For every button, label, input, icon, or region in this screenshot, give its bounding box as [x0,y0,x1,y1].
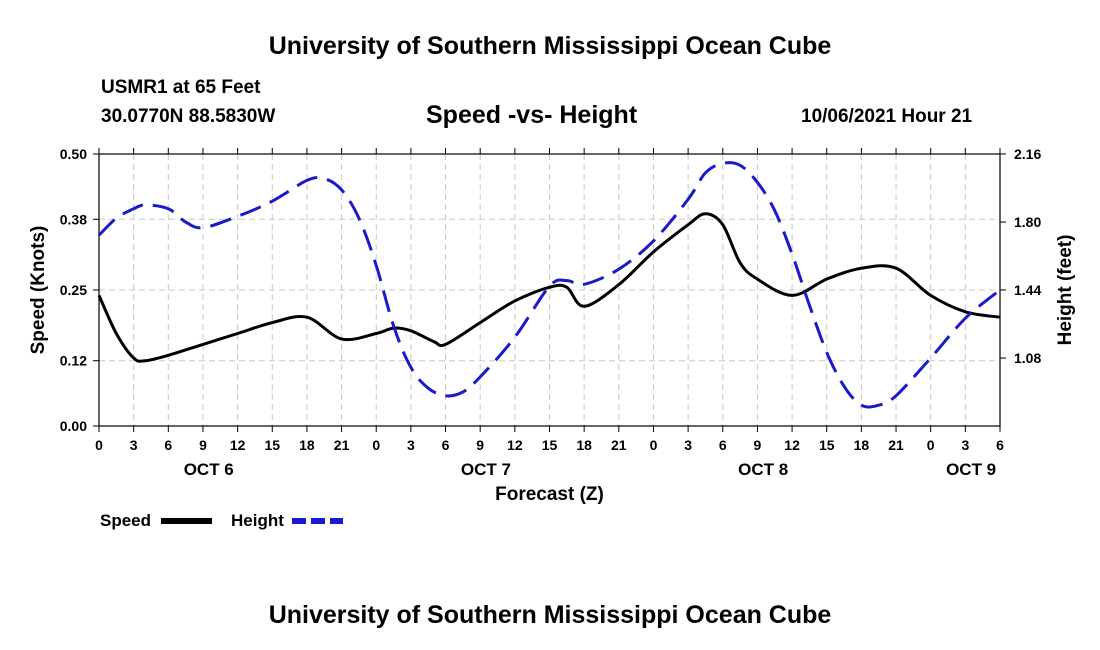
x-tick-label: 6 [164,437,172,453]
x-tick-label: 6 [719,437,727,453]
day-label: OCT 7 [461,460,511,479]
y-tick-label: 0.25 [60,282,87,298]
y-axis-label: Speed (Knots) [28,226,49,355]
plot-frame [98,153,1001,427]
page-title: University of Southern Mississippi Ocean… [268,32,832,60]
x-tick-label: 12 [784,437,800,453]
x-tick-label: 9 [754,437,762,453]
x-tick-label: 3 [684,437,692,453]
x-tick-label: 21 [334,437,350,453]
x-tick-label: 18 [576,437,592,453]
y2-axis-label: Height (feet) [1055,235,1076,346]
y-tick-label: 0.00 [60,418,87,434]
chart-title: Speed -vs- Height [426,101,638,129]
x-tick-label: 9 [476,437,484,453]
x-tick-label: 0 [95,437,103,453]
x-tick-label: 18 [854,437,870,453]
day-label: OCT 6 [184,460,234,479]
y-tick-label: 0.12 [60,353,87,369]
x-tick-label: 18 [299,437,315,453]
x-tick-label: 6 [996,437,1004,453]
y2-tick-label: 1.08 [1014,350,1041,366]
x-tick-label: 3 [961,437,969,453]
x-tick-label: 15 [542,437,558,453]
x-tick-label: 21 [611,437,627,453]
x-tick-label: 3 [130,437,138,453]
legend-height-label: Height [231,511,284,530]
y-tick-label: 0.38 [60,211,87,227]
x-tick-label: 0 [372,437,380,453]
y-tick-label: 0.50 [60,146,87,162]
station-coordinates: 30.0770N 88.5830W [101,106,276,127]
x-tick-label: 0 [650,437,658,453]
x-axis-label: Forecast (Z) [495,484,604,505]
x-tick-label: 15 [819,437,835,453]
x-tick-label: 3 [407,437,415,453]
x-tick-label: 12 [507,437,523,453]
footer-title: University of Southern Mississippi Ocean… [268,601,832,629]
x-tick-label: 0 [927,437,935,453]
legend-speed-label: Speed [100,511,151,530]
y2-tick-label: 2.16 [1014,146,1041,162]
x-tick-label: 21 [888,437,904,453]
y2-tick-label: 1.80 [1014,214,1041,230]
y2-tick-label: 1.44 [1014,282,1041,298]
x-tick-label: 9 [199,437,207,453]
day-label: OCT 9 [946,460,996,479]
station-label: USMR1 at 65 Feet [101,77,261,98]
x-tick-label: 15 [264,437,280,453]
forecast-timestamp: 10/06/2021 Hour 21 [801,106,973,127]
day-label: OCT 8 [738,460,788,479]
speed-series-line [97,212,1001,363]
height-series-line [97,161,1001,409]
x-tick-label: 6 [442,437,450,453]
x-tick-label: 12 [230,437,246,453]
